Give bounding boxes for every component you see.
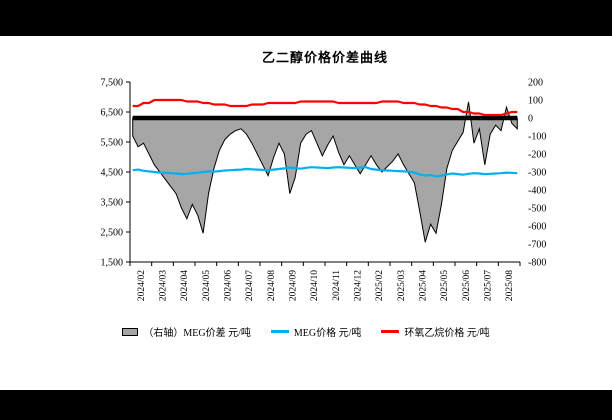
right-axis-tick-label: -200 — [528, 150, 546, 161]
x-axis-tick-label: 2025/05 — [440, 270, 450, 301]
legend-item-eo-price: 环氧乙烷价格 元/吨 — [381, 324, 490, 339]
x-axis-tick-label: 2025/04 — [419, 270, 429, 301]
left-axis-tick-label: 5,500 — [101, 138, 124, 149]
x-axis-tick-label: 2025/06 — [462, 270, 472, 301]
legend-label-meg-price: MEG价格 元/吨 — [293, 328, 362, 339]
right-axis-tick-label: -500 — [528, 204, 546, 215]
x-axis-tick-label: 2024/11 — [332, 270, 342, 301]
x-axis-tick-label: 2025/03 — [397, 270, 407, 301]
letterbox-bottom — [0, 390, 612, 420]
legend-item-meg-spread: （右轴）MEG价差 元/吨 — [122, 324, 251, 339]
x-axis-tick-label: 2024/09 — [289, 270, 299, 301]
right-axis-tick-label: -800 — [528, 258, 546, 269]
x-axis-tick-label: 2025/08 — [505, 270, 515, 301]
x-axis-tick-label: 2024/12 — [354, 270, 364, 301]
chart-plot: 7,500 6,500 5,500 4,500 3,500 2,500 1,500 200 10… — [101, 78, 547, 302]
x-axis-tick-label: 2024/02 — [137, 270, 147, 301]
x-axis-tick-label: 2024/10 — [310, 270, 320, 301]
meg-spread-area — [132, 101, 518, 243]
x-axis-tick-label: 2024/03 — [159, 270, 169, 301]
x-axis-tick-label: 2025/07 — [484, 270, 494, 301]
x-axis-tick-label: 2024/07 — [245, 270, 255, 301]
right-axis-tick-label: 200 — [528, 78, 543, 89]
right-axis-tick-label: -600 — [528, 222, 546, 233]
x-axis-tick-label: 2024/08 — [267, 270, 277, 301]
x-axis-tick-label: 2024/04 — [180, 270, 190, 301]
legend-item-meg-price: MEG价格 元/吨 — [270, 324, 362, 339]
left-axis-tick-label: 7,500 — [101, 78, 124, 89]
chart-panel: 乙二醇价格价差曲线 7,500 6,500 5,500 4,500 3,500 2,500… — [0, 36, 612, 390]
red-line-swatch-icon — [381, 330, 400, 333]
x-axis-tick-label: 2024/05 — [202, 270, 212, 301]
right-axis-tick-label: -300 — [528, 168, 546, 179]
right-axis-tick-label: 100 — [528, 96, 543, 107]
left-axis-tick-label: 2,500 — [101, 228, 124, 239]
chart-title: 乙二醇价格价差曲线 — [261, 50, 388, 65]
left-axis-tick-label: 6,500 — [101, 108, 124, 119]
eo-price-line — [132, 98, 518, 117]
meg-price-line — [132, 166, 518, 178]
left-axis-tick-label: 1,500 — [101, 258, 124, 269]
right-axis-tick-label: -700 — [528, 240, 546, 251]
left-axis-tick-label: 4,500 — [101, 168, 124, 179]
blue-line-swatch-icon — [270, 330, 289, 333]
x-axis-tick-label: 2025/02 — [375, 270, 385, 301]
legend-label-meg-spread: （右轴）MEG价差 元/吨 — [143, 328, 251, 339]
right-axis-tick-label: -400 — [528, 186, 546, 197]
x-axis-tick-label: 2024/06 — [224, 270, 234, 301]
left-axis-tick-label: 3,500 — [101, 198, 124, 209]
legend-label-eo-price: 环氧乙烷价格 元/吨 — [404, 328, 490, 339]
right-axis-tick-label: -100 — [528, 132, 546, 143]
chart-legend: （右轴）MEG价差 元/吨 MEG价格 元/吨 环氧乙烷价格 元/吨 — [0, 324, 612, 339]
letterbox-top — [0, 0, 612, 36]
right-axis-tick-label: 0 — [528, 114, 533, 125]
area-swatch-icon — [122, 327, 139, 336]
